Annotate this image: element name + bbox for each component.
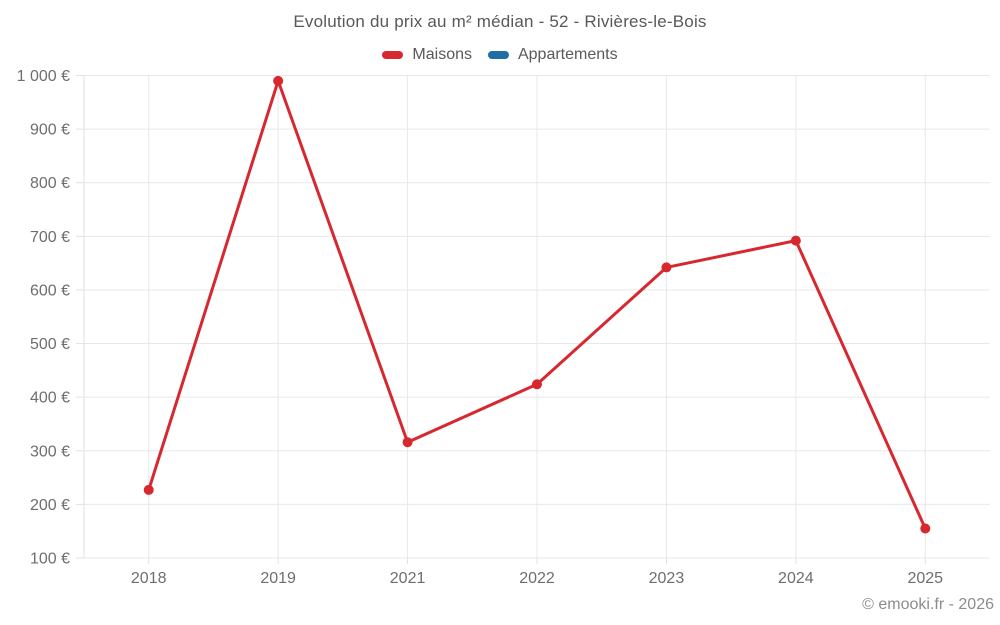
maisons-point-2019[interactable] [273, 75, 284, 86]
y-tick-label: 900 € [30, 122, 70, 139]
legend-item-appartements[interactable]: Appartements [487, 46, 618, 64]
y-tick-label: 300 € [30, 443, 70, 460]
legend-swatch-appartements [487, 51, 509, 59]
maisons-point-2023[interactable] [661, 262, 672, 273]
x-tick-label: 2019 [260, 570, 296, 587]
maisons-point-2018[interactable] [143, 484, 154, 495]
legend-label: Maisons [412, 46, 472, 63]
copyright-footer: © emooki.fr - 2026 [862, 596, 994, 613]
y-tick-label: 100 € [30, 551, 70, 568]
x-tick-label: 2025 [907, 570, 943, 587]
legend-label: Appartements [517, 46, 618, 63]
x-tick-label: 2021 [390, 570, 426, 587]
legend-swatch-maisons [382, 51, 404, 59]
y-tick-label: 1 000 € [17, 68, 70, 85]
chart-legend: Maisons Appartements [0, 46, 1000, 64]
legend-item-maisons[interactable]: Maisons [382, 46, 472, 64]
maisons-point-2024[interactable] [790, 235, 801, 246]
chart-title: Evolution du prix au m² médian - 52 - Ri… [293, 12, 707, 31]
x-tick-label: 2024 [778, 570, 814, 587]
x-tick-label: 2022 [519, 570, 555, 587]
x-tick-label: 2023 [649, 570, 685, 587]
y-tick-label: 500 € [30, 336, 70, 353]
y-tick-label: 400 € [30, 390, 70, 407]
y-tick-label: 200 € [30, 497, 70, 514]
maisons-point-2025[interactable] [920, 523, 931, 534]
x-tick-label: 2018 [131, 570, 167, 587]
y-tick-label: 800 € [30, 175, 70, 192]
y-tick-label: 700 € [30, 229, 70, 246]
maisons-point-2021[interactable] [402, 437, 413, 448]
y-tick-label: 600 € [30, 282, 70, 299]
maisons-point-2022[interactable] [532, 379, 542, 390]
